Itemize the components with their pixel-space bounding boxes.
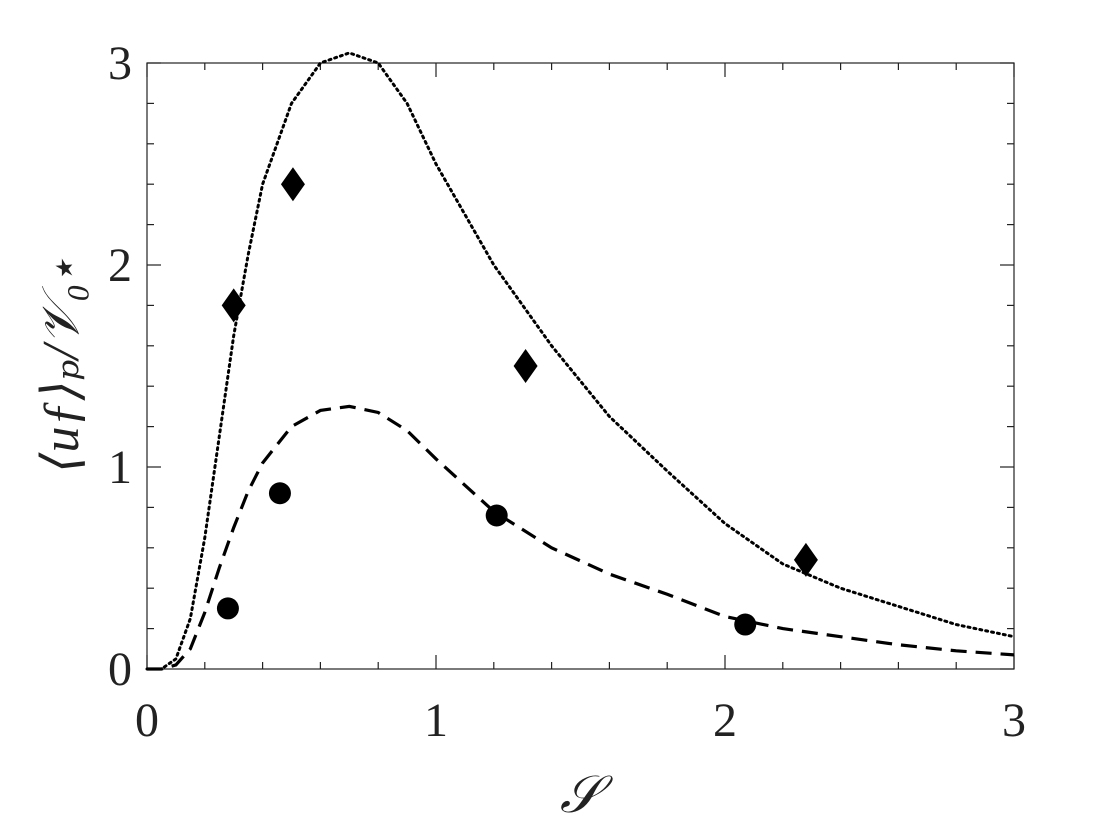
diamond-marker [280,167,305,202]
dotted-line [145,51,1016,671]
circle-marker [485,504,508,527]
y-axis-label: ⟨uƒ⟩ₚ/𝒱₀⋆ [33,258,90,473]
y-tick-label: 1 [108,441,132,494]
circle-marker [268,482,291,505]
x-tick-label: 1 [424,694,448,747]
diamond-marker [221,288,246,323]
x-axis-label: 𝒮 [560,767,614,824]
diamond-marker [513,349,538,383]
x-tick-label: 0 [135,694,159,747]
diamond-marker [793,542,818,577]
y-tick-label: 0 [108,643,132,696]
circle-marker [216,597,239,620]
y-tick-label: 3 [108,37,132,90]
circle-marker [734,613,757,636]
dashed-line [147,404,1015,671]
plot-frame [146,62,1015,670]
x-tick-label: 2 [713,694,737,747]
y-tick-label: 2 [108,239,132,292]
x-tick-label: 3 [1002,694,1026,747]
